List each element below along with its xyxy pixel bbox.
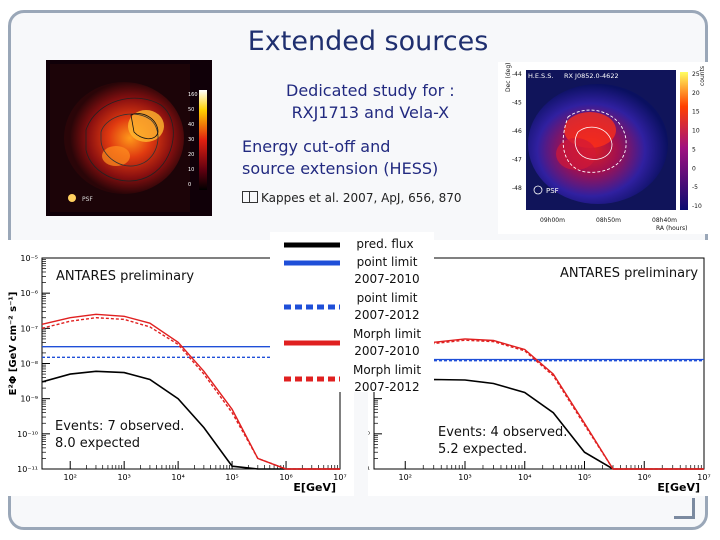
x-tick-label: 10⁶ [638,473,651,482]
left-events-text: Events: 7 observed. 8.0 expected [55,418,184,452]
legend-swatch-pred-flux [284,242,340,248]
y-tick-label: 10⁻¹⁰ [17,430,38,439]
right-map-cb-tick-1: 20 [692,90,700,97]
y-tick-label: 10⁻⁷ [20,324,38,333]
right-map-y-label: Dec (deg) [505,62,512,92]
right-map-y-tick-1: -45 [512,100,522,107]
left-map-cb-tick-6: 0 [188,182,191,188]
right-map-cb-tick-3: 10 [692,128,700,135]
book-icon [242,191,258,203]
x-tick-label: 10⁷ [333,473,346,482]
x-tick-label: 10⁴ [171,473,184,482]
legend-swatch-point-2012 [284,304,340,310]
left-map-colorbar-ticks: 160 50 40 30 20 10 0 [188,92,198,188]
left-events-line-2: 8.0 expected [55,436,141,451]
vela-x-sky-map: PSF H.E.S.S. RX J0852.0-4622 Dec (deg) c… [498,62,712,234]
x-tick-label: 10⁵ [578,473,591,482]
right-events-text: Events: 4 observed. 5.2 expected. [438,424,567,458]
x-tick-label: 10³ [458,473,471,482]
right-map-x-tick-0: 09h00m [540,217,565,224]
left-map-cb-tick-4: 20 [188,152,194,158]
legend-label-point-2012: point limit 2007-2012 [354,291,420,322]
y-tick-label: 10⁻⁶ [20,289,38,298]
study-line-1: Dedicated study for : [286,81,455,100]
right-map-cb-tick-2: 15 [692,109,700,116]
right-map-header-right: RX J0852.0-4622 [564,72,619,80]
right-map-y-tick-2: -46 [512,128,522,135]
x-tick-label: 10⁷ [697,473,710,482]
right-map-y-tick-0: -44 [512,71,522,78]
right-map-cb-tick-0: 25 [692,71,700,78]
right-map-header-left: H.E.S.S. [528,72,553,80]
series-line-pred-flux [41,370,340,470]
energy-line-2: source extension (HESS) [242,159,439,178]
y-tick-label: 10⁻¹¹ [368,465,370,474]
x-tick-label: 10⁵ [225,473,238,482]
x-tick-label: 10⁴ [518,473,531,482]
x-tick-label: 10² [64,473,77,482]
left-map-cb-tick-1: 50 [188,107,194,113]
right-map-cb-tick-5: 0 [692,165,696,172]
reference: Kappes et al. 2007, ApJ, 656, 870 [242,191,462,205]
right-events-line-2: 5.2 expected. [438,442,528,457]
right-events-line-1: Events: 4 observed. [438,425,568,440]
rxj1713-sky-map: PSF 160 50 40 30 20 10 0 [46,60,212,216]
left-events-line-1: Events: 7 observed. [55,419,185,434]
right-preliminary-label: ANTARES preliminary [560,266,699,281]
y-tick-label: 10⁻¹¹ [17,465,38,474]
study-description: Dedicated study for : RXJ1713 and Vela-X [286,80,455,124]
legend-label-point-2010: point limit 2007-2010 [354,255,420,286]
legend-label-pred-flux: pred. flux [356,237,414,251]
left-map-psf-label: PSF [82,196,93,203]
right-map-cb-tick-4: 5 [692,146,696,153]
left-map-cb-tick-5: 10 [188,167,194,173]
x-tick-label: 10⁶ [279,473,292,482]
y-tick-label: 10⁻¹⁰ [368,430,370,439]
right-map-y-ticks: -44 -45 -46 -47 -48 [512,71,522,192]
left-map-cb-tick-0: 160 [188,92,198,98]
legend: pred. flux point limit 2007-2010 point l… [270,232,434,394]
legend-swatch-point-2010 [284,260,340,266]
legend-label-morph-2012: Morph limit 2007-2012 [352,363,422,394]
x-tick-label: 10³ [117,473,130,482]
left-map-cb-tick-2: 40 [188,122,194,128]
reference-text: Kappes et al. 2007, ApJ, 656, 870 [261,191,462,205]
right-map-x-label: RA (hours) [656,225,688,232]
x-tick-label: 10² [399,473,412,482]
right-map-cb-tick-6: -5 [692,184,698,191]
legend-swatch-morph-2012 [284,376,340,382]
y-tick-label: 10⁻⁵ [20,254,38,263]
right-map-x-tick-1: 08h50m [596,217,621,224]
y-tick-label: 10⁻⁹ [20,395,38,404]
energy-description: Energy cut-off and source extension (HES… [242,136,438,180]
right-map-cb-tick-7: -10 [692,203,702,210]
series-line-morph-limit-2007-2012 [41,316,340,470]
right-map-x-ticks: 09h00m 08h50m 08h40m [540,217,677,224]
x-axis-label: E[GeV] [657,481,700,494]
x-axis-label: E[GeV] [293,481,336,494]
energy-line-1: Energy cut-off and [242,137,391,156]
study-line-2: RXJ1713 and Vela-X [291,103,450,122]
right-map-y-tick-4: -48 [512,185,522,192]
right-map-y-tick-3: -47 [512,157,522,164]
right-map-psf-label: PSF [546,187,559,195]
left-preliminary-label: ANTARES preliminary [56,269,195,284]
y-tick-label: 10⁻⁸ [20,360,38,369]
y-axis-label: E²Φ [GeV cm⁻² s⁻¹] [8,292,19,396]
right-map-colorbar-ticks: 25 20 15 10 5 0 -5 -10 [692,71,702,210]
slide-title: Extended sources [247,26,489,57]
frame-corner-decoration [674,498,695,519]
right-map-x-tick-2: 08h40m [652,217,677,224]
right-map-colorbar-label: counts [699,66,706,86]
legend-label-morph-2010: Morph limit 2007-2010 [352,327,422,358]
legend-swatch-morph-2010 [284,340,340,346]
left-map-cb-tick-3: 30 [188,137,194,143]
